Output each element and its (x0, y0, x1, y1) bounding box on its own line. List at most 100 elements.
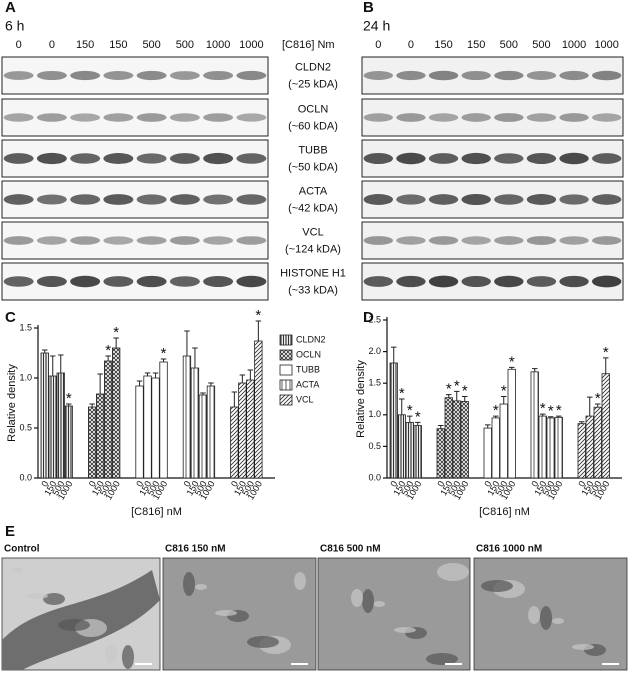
error-bar (58, 354, 64, 373)
error-bar (603, 357, 609, 374)
significance-star: * (493, 402, 499, 419)
lane-label: 150 (76, 39, 94, 51)
blot-band (526, 71, 557, 80)
error-bar (548, 416, 554, 418)
legend-label: ACTA (296, 379, 319, 389)
lane-label: 0 (49, 39, 55, 51)
bar (405, 421, 414, 479)
blot-band (203, 152, 234, 165)
image-caption: C816 500 nM (320, 544, 381, 555)
error-bar (485, 424, 491, 429)
significance-star: * (255, 307, 261, 324)
error-bar (97, 373, 103, 394)
bar (112, 347, 121, 479)
legend-label: TUBB (296, 364, 320, 374)
significance-star: * (105, 342, 111, 359)
error-bar (136, 380, 143, 386)
blot-band (103, 71, 134, 80)
em-structure (58, 619, 90, 631)
blot-band (526, 276, 557, 287)
blot-band (494, 275, 524, 288)
x-tick-label: 0 (182, 479, 193, 488)
panel-label: D (363, 309, 374, 326)
blot-band (363, 153, 393, 164)
blot-band (169, 71, 200, 80)
blot-band (3, 153, 34, 164)
blot-band (396, 275, 426, 288)
significance-star: * (407, 402, 413, 419)
em-structure (195, 584, 207, 590)
error-bar (42, 349, 48, 353)
bar (151, 377, 160, 479)
x-tick-label: 0 (482, 479, 493, 488)
protein-size: (~124 kDA) (285, 243, 341, 255)
blot-band (236, 236, 267, 245)
panel-label: A (5, 0, 16, 16)
blot-band (559, 152, 589, 165)
lanes-header: [C816] Nm (282, 39, 335, 51)
significance-star: * (556, 402, 562, 419)
em-structure (43, 593, 65, 605)
y-axis-label: Relative density (6, 364, 18, 442)
blot-band (363, 194, 393, 205)
error-bar (595, 403, 601, 408)
blot-band (559, 70, 589, 81)
em-structure (528, 606, 540, 624)
significance-star: * (454, 377, 460, 394)
bar (96, 393, 105, 479)
x-axis-label: [C816] nM (131, 506, 182, 518)
x-tick-label: 0 (229, 479, 240, 488)
protein-name: ACTA (299, 185, 328, 197)
legend-swatch (279, 334, 293, 346)
error-bar (556, 415, 562, 418)
blot-band (3, 113, 34, 122)
lane-label: 500 (500, 39, 518, 51)
blot-band (70, 113, 101, 122)
x-tick-label: 0 (87, 479, 98, 488)
error-bar (493, 415, 499, 418)
bar (499, 403, 508, 479)
error-bar (231, 391, 238, 407)
y-tick-label: 0.5 (368, 441, 381, 451)
blot-band (363, 71, 393, 80)
error-bar (391, 346, 397, 363)
significance-star: * (415, 408, 421, 425)
error-bar (50, 355, 56, 376)
bar (246, 379, 255, 479)
panel-label: B (363, 0, 374, 16)
significance-star: * (603, 344, 609, 361)
bar (546, 417, 555, 479)
em-structure (373, 601, 385, 607)
blot-band (136, 70, 167, 81)
protein-name: TUBB (298, 144, 327, 156)
bar (64, 405, 73, 479)
error-bar (454, 390, 460, 401)
panel-label: E (5, 523, 15, 540)
blot-band (103, 236, 134, 245)
blot-band (396, 113, 426, 122)
blot-band (428, 70, 459, 81)
bar (507, 368, 516, 479)
blot-band (103, 153, 134, 164)
protein-size: (~33 kDA) (288, 284, 338, 296)
significance-star: * (509, 353, 515, 370)
bar (143, 375, 152, 479)
error-bar (113, 337, 119, 348)
em-structure (540, 606, 552, 630)
protein-name: CLDN2 (295, 61, 331, 73)
blot-band (3, 71, 34, 80)
blot-band (169, 113, 200, 122)
bar (40, 352, 49, 479)
bar (254, 340, 263, 479)
error-bar (501, 395, 507, 405)
lane-label: 1000 (562, 39, 586, 51)
blot-band (136, 153, 167, 164)
legend-swatch (279, 379, 293, 391)
image-caption: C816 1000 nM (476, 544, 542, 555)
legend-swatch (279, 349, 293, 361)
blot-band (36, 194, 67, 205)
error-bar (105, 355, 111, 361)
em-structure (426, 653, 458, 665)
x-tick-label: 0 (388, 479, 399, 488)
blot-band (526, 194, 557, 205)
